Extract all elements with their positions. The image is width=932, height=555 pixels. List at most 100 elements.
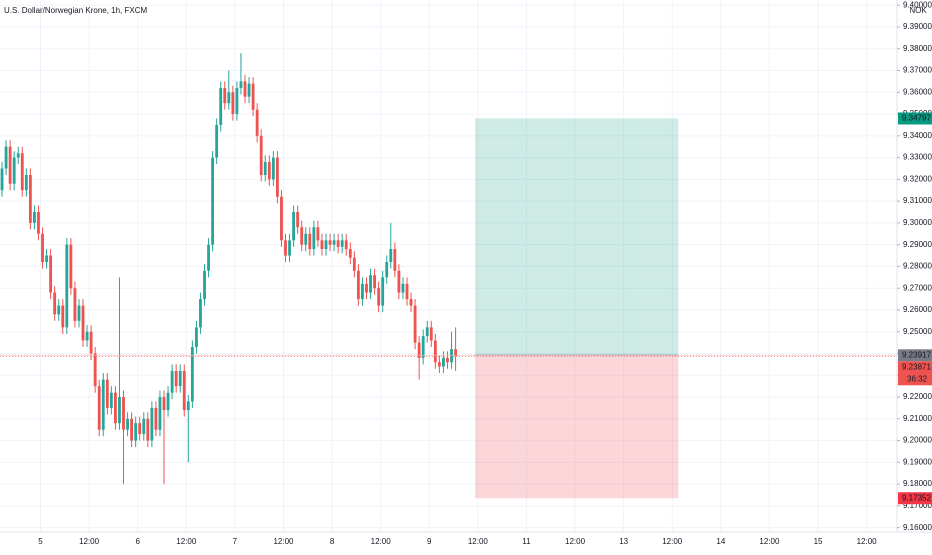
candle-body	[138, 423, 142, 435]
x-tick-label: 7	[233, 537, 238, 546]
candle-body	[0, 168, 4, 191]
x-tick-label: 12:00	[662, 537, 683, 546]
candle-body	[61, 305, 65, 328]
x-tick-label: 12:00	[468, 537, 489, 546]
candle-body	[174, 370, 178, 387]
candle-body	[348, 249, 352, 258]
candle-body	[4, 146, 8, 169]
candle-body	[93, 353, 97, 387]
target-label: 9.34797	[902, 114, 931, 123]
y-tick-label: 9.27000	[903, 283, 932, 292]
candle-body	[324, 240, 328, 250]
x-tick-label: 12:00	[176, 537, 197, 546]
chart-title: U.S. Dollar/Norwegian Krone, 1h, FXCM	[4, 6, 148, 15]
candle-body	[365, 283, 368, 293]
candle-body	[393, 249, 397, 271]
candle-body	[89, 331, 93, 354]
candle-body	[316, 227, 320, 241]
candle-body	[109, 392, 113, 408]
candle-body	[247, 83, 251, 97]
candle-body	[65, 244, 69, 328]
x-tick-label: 13	[619, 537, 628, 546]
candle-body	[417, 342, 421, 358]
x-tick-label: 12:00	[565, 537, 586, 546]
candle-body	[320, 240, 324, 250]
candle-body	[12, 157, 16, 184]
y-tick-label: 9.33000	[903, 153, 932, 162]
candle-body	[199, 299, 202, 328]
candle-body	[425, 327, 429, 337]
y-tick-label: 9.36000	[903, 87, 932, 96]
x-tick-label: 11	[522, 537, 531, 546]
candle-body	[73, 288, 77, 321]
candle-body	[49, 255, 53, 293]
candle-body	[442, 357, 445, 367]
candle-body	[24, 175, 28, 191]
y-tick-label: 9.38000	[903, 44, 932, 53]
candle-body	[170, 370, 174, 393]
candle-body	[162, 397, 166, 411]
stop-label: 9.17352	[902, 493, 931, 502]
candle-body	[57, 305, 61, 315]
candle-body	[296, 212, 300, 228]
profit-zone	[475, 118, 679, 356]
candle-body	[340, 240, 344, 247]
candle-body	[16, 153, 20, 158]
y-tick-label: 9.34000	[903, 131, 932, 140]
candle-body	[69, 244, 73, 289]
x-tick-label: 5	[38, 537, 43, 546]
candle-body	[227, 92, 231, 104]
countdown-label: 36:32	[907, 374, 928, 383]
candle-body	[101, 379, 105, 430]
candle-body	[409, 299, 413, 306]
stop-label-box	[898, 492, 932, 505]
target-label-box	[898, 112, 932, 125]
candle-body	[53, 292, 57, 315]
entry-label: 9.23917	[902, 350, 931, 359]
x-tick-label: 12:00	[79, 537, 100, 546]
candle-body	[429, 327, 433, 341]
x-tick-label: 6	[135, 537, 140, 546]
candle-body	[361, 283, 364, 300]
y-tick-label: 9.39000	[903, 22, 932, 31]
candle-body	[280, 196, 283, 241]
candle-body	[85, 331, 89, 341]
candle-body	[356, 270, 360, 300]
candle-body	[231, 92, 235, 115]
candle-body	[385, 262, 389, 278]
candle-body	[271, 157, 275, 180]
candle-body	[77, 305, 81, 321]
x-tick-label: 15	[814, 537, 823, 546]
candle-body	[377, 288, 381, 306]
candle-body	[373, 275, 377, 289]
candle-body	[401, 283, 405, 293]
candle-body	[142, 418, 146, 435]
candle-body	[235, 87, 239, 115]
y-tick-label: 9.30000	[903, 218, 932, 227]
candle-body	[194, 327, 198, 347]
candle-body	[433, 340, 437, 363]
candle-body	[413, 305, 417, 343]
candle-body	[454, 349, 458, 357]
candle-body	[332, 240, 336, 245]
candle-body	[267, 161, 271, 180]
candle-body	[186, 401, 190, 411]
candle-body	[304, 233, 308, 245]
candle-body	[284, 240, 287, 256]
entry-label-box	[898, 349, 932, 362]
candle-body	[312, 227, 316, 250]
x-tick-label: 14	[716, 537, 725, 546]
y-tick-label: 9.17000	[903, 501, 932, 510]
candle-body	[389, 249, 393, 263]
candle-body	[182, 370, 186, 411]
candle-body	[211, 157, 215, 245]
candle-body	[215, 124, 219, 158]
candle-body	[263, 161, 267, 176]
candle-body	[292, 212, 296, 241]
candle-body	[130, 418, 134, 441]
candle-body	[405, 283, 409, 300]
candle-body	[259, 135, 263, 176]
y-tick-label: 9.21000	[903, 414, 932, 423]
candle-body	[369, 275, 372, 293]
candle-body	[288, 240, 291, 256]
